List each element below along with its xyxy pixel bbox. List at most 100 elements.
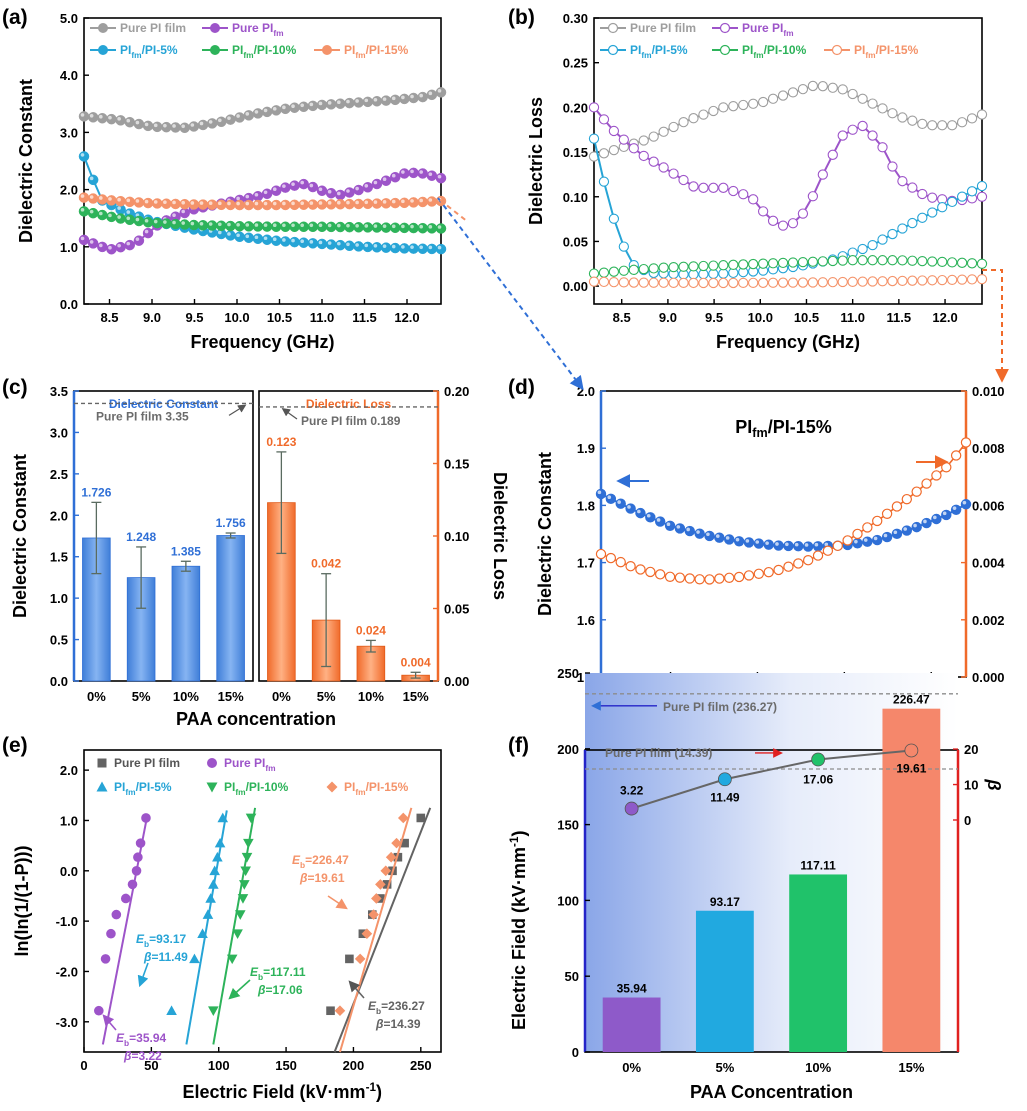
constant-point-highlight <box>597 490 602 495</box>
data-point-highlight <box>172 213 176 218</box>
constant-point <box>783 540 794 552</box>
data-point-highlight <box>300 239 304 244</box>
data-point <box>280 103 291 115</box>
data-point-highlight <box>300 180 304 185</box>
data-point <box>115 241 126 253</box>
beta-value-label: 11.49 <box>710 790 740 804</box>
data-point <box>728 277 739 289</box>
beta-label: β=17.06 <box>257 983 303 997</box>
x-tick-label: 150 <box>275 1058 297 1073</box>
data-point-highlight <box>89 114 94 118</box>
constant-point-highlight <box>942 511 947 516</box>
data-point <box>628 143 639 154</box>
panel-b: 8.5 9.0 9.5 10.0 10.5 11.0 11.5 12.0 0.00 0.05 0.1… <box>526 11 988 352</box>
data-point <box>937 274 948 286</box>
data-point <box>325 221 337 233</box>
data-point <box>408 92 419 104</box>
y-tick-label-right: 0.05 <box>444 602 469 617</box>
legend-label: Pure PI film <box>630 21 696 35</box>
data-point-highlight <box>300 103 304 108</box>
data-point-highlight <box>428 245 433 250</box>
constant-point <box>694 528 705 539</box>
x-tick-label: 10% <box>805 1060 831 1075</box>
data-point <box>688 113 699 124</box>
data-point <box>270 221 282 232</box>
data-point <box>397 812 409 824</box>
data-point <box>897 223 908 234</box>
data-point <box>638 150 649 162</box>
data-point-highlight <box>135 199 140 203</box>
constant-point <box>852 538 863 549</box>
data-point <box>353 184 364 196</box>
legend-marker <box>98 23 108 33</box>
data-point <box>408 197 419 208</box>
x-tick-label: 0 <box>80 1058 87 1073</box>
x-tick-label: 250 <box>410 1058 432 1073</box>
legend-marker <box>607 44 619 56</box>
x-tick-label: 12.0 <box>394 310 419 325</box>
y-tick-label: 2.0 <box>60 763 78 778</box>
legend-marker <box>206 782 218 793</box>
constant-point-highlight <box>794 542 799 547</box>
data-point <box>748 98 759 109</box>
data-point-highlight <box>300 223 304 228</box>
constant-point <box>674 523 686 534</box>
x-tick-label: 9.0 <box>659 310 677 325</box>
data-point-highlight <box>282 238 286 242</box>
data-point <box>106 928 116 939</box>
data-point <box>718 182 729 193</box>
constant-point-highlight <box>854 539 858 544</box>
x-tick-label: 0% <box>622 1060 641 1075</box>
data-point <box>867 130 878 141</box>
data-point <box>867 255 878 266</box>
constant-point <box>802 541 814 552</box>
data-point-highlight <box>318 101 323 106</box>
legend-marker <box>210 23 220 33</box>
data-point <box>917 188 928 200</box>
constant-point <box>881 531 893 543</box>
constant-point <box>724 534 735 545</box>
legend-label: PIfm/PI-15% <box>344 43 409 60</box>
data-point-highlight <box>419 93 423 98</box>
annotation-arrow <box>228 979 251 1000</box>
y-tick-label: 100 <box>557 893 579 908</box>
data-point-highlight <box>80 153 85 157</box>
data-point <box>867 239 878 251</box>
data-point-highlight <box>419 224 423 229</box>
data-point-highlight <box>254 110 259 114</box>
y-tick-label: 0.10 <box>563 190 588 205</box>
loss-point <box>950 450 962 461</box>
data-point-highlight <box>208 222 213 226</box>
panel-a: 8.5 9.0 9.5 10.0 10.5 11.0 11.5 12.0 0.0 1.0 2.0 3.… <box>16 11 447 352</box>
data-point-highlight <box>355 200 359 205</box>
data-point-highlight <box>163 200 167 205</box>
data-point <box>708 105 719 117</box>
data-point <box>106 243 117 255</box>
data-point <box>389 242 401 254</box>
data-point-highlight <box>263 201 268 206</box>
constant-point <box>812 541 824 552</box>
data-point-highlight <box>291 238 295 243</box>
y-axis-label: ln(ln(1/(1-P))) <box>12 846 32 957</box>
constant-point-highlight <box>883 533 888 538</box>
x-tick-label: 11.5 <box>887 310 912 325</box>
data-point <box>897 275 908 287</box>
data-point <box>344 97 355 109</box>
bar-value-label: 1.248 <box>126 530 156 544</box>
data-point <box>368 909 379 920</box>
data-point <box>417 91 428 103</box>
data-point <box>335 189 346 201</box>
data-point <box>124 196 136 208</box>
beta-label: β=3.22 <box>123 1049 162 1063</box>
data-point-highlight <box>153 200 158 204</box>
data-point <box>588 102 600 113</box>
data-point-highlight <box>89 240 94 244</box>
data-point-highlight <box>99 243 103 248</box>
bar-value-label: 0.123 <box>266 435 296 449</box>
data-point <box>289 236 300 248</box>
data-point <box>668 277 679 288</box>
y-tick-label: 2.0 <box>50 508 68 523</box>
data-point <box>335 239 346 251</box>
data-point <box>757 258 769 269</box>
constant-point-highlight <box>607 495 612 500</box>
